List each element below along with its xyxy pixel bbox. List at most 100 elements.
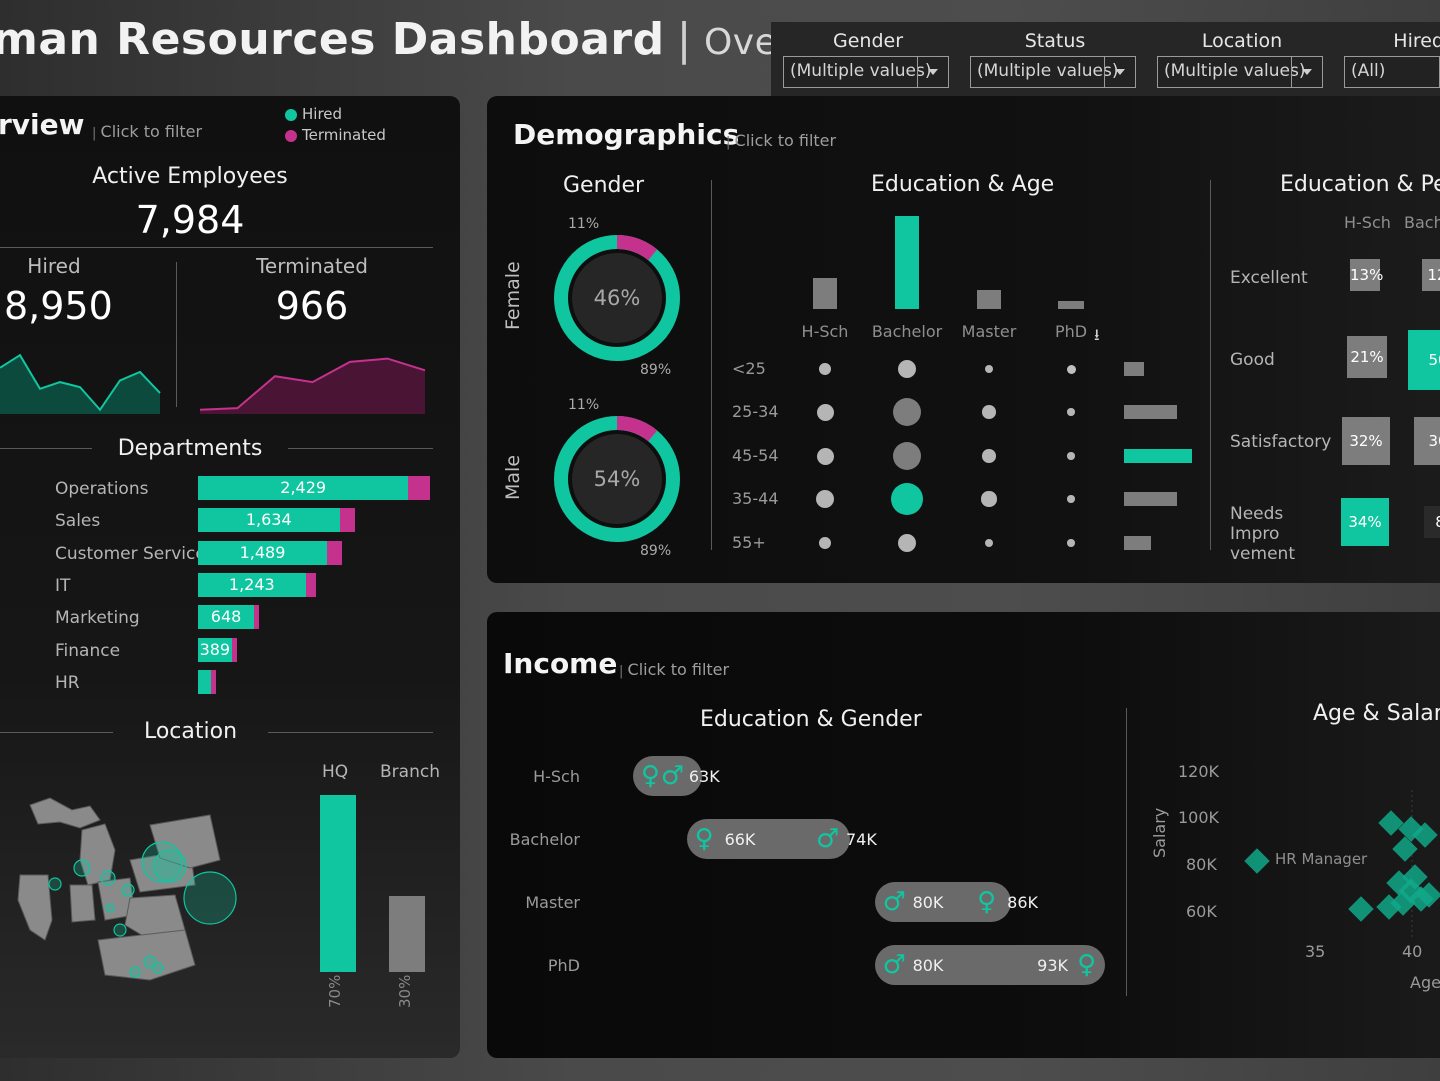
map-bubble[interactable]: [141, 841, 183, 883]
education-total-bar[interactable]: [1058, 301, 1084, 309]
age-total-bar[interactable]: [1124, 449, 1192, 463]
chevron-down-icon[interactable]: [1104, 57, 1135, 87]
education-age-bubble[interactable]: [816, 403, 834, 421]
age-salary-scatter[interactable]: [1230, 790, 1440, 940]
education-age-bubble[interactable]: [897, 359, 917, 379]
chevron-down-icon[interactable]: [917, 57, 948, 87]
income-range-pill[interactable]: [874, 945, 1106, 985]
income-range-pill[interactable]: [686, 819, 850, 859]
education-age-bubble[interactable]: [1067, 539, 1075, 547]
location-map[interactable]: [10, 780, 245, 995]
education-total-bar[interactable]: [895, 215, 919, 309]
map-region-carolina[interactable]: [97, 929, 196, 981]
map-bubble[interactable]: [183, 871, 237, 925]
age-total-bar[interactable]: [1124, 492, 1178, 506]
department-bar[interactable]: 389: [198, 637, 237, 662]
department-bar[interactable]: 1,634: [198, 508, 356, 533]
education-age-bubble[interactable]: [1067, 495, 1075, 503]
perf-cell[interactable]: 32%: [1342, 417, 1390, 465]
education-total-bar[interactable]: [977, 290, 1001, 309]
divider: [288, 448, 433, 449]
department-bar[interactable]: 1,243: [198, 572, 317, 597]
filter-hired-select[interactable]: (All): [1344, 56, 1440, 88]
legend-item-hired[interactable]: Hired: [285, 104, 386, 125]
age-total-bar[interactable]: [1124, 536, 1152, 550]
map-bubble[interactable]: [143, 955, 157, 969]
perf-cell[interactable]: 34%: [1341, 498, 1389, 546]
filter-hired-value: (All): [1351, 61, 1386, 81]
branch-bar[interactable]: [389, 896, 425, 972]
scatter-point[interactable]: [1244, 848, 1270, 874]
age-total-bar[interactable]: [1124, 362, 1145, 376]
map-bubble[interactable]: [100, 870, 116, 886]
map-bubble[interactable]: [152, 962, 164, 974]
scatter-point[interactable]: [1392, 836, 1418, 862]
male-axis-label: Male: [502, 454, 524, 500]
department-bar[interactable]: 648: [198, 605, 260, 630]
map-bubble[interactable]: [73, 859, 91, 877]
education-age-bubble[interactable]: [897, 533, 917, 553]
education-age-bubble[interactable]: [816, 447, 834, 465]
map-region-illinois[interactable]: [17, 874, 53, 941]
education-age-bubble[interactable]: [1067, 452, 1075, 460]
perf-cell[interactable]: 50: [1408, 330, 1440, 390]
scatter-point[interactable]: [1378, 810, 1404, 836]
age-total-bar[interactable]: [1124, 405, 1178, 419]
demographics-hint[interactable]: Click to filter: [726, 131, 837, 150]
perf-cell[interactable]: 12: [1422, 259, 1440, 291]
chevron-down-icon[interactable]: [1291, 57, 1322, 87]
divider: [268, 732, 433, 733]
perf-col-bach: Bach: [1404, 213, 1440, 232]
filter-status-select[interactable]: (Multiple values): [970, 56, 1136, 88]
education-age-bubble[interactable]: [1066, 364, 1076, 374]
map-region-michigan-upper[interactable]: [29, 797, 101, 829]
terminated-trend-sparkline[interactable]: [200, 330, 430, 420]
salary-axis-label: Salary: [1150, 807, 1169, 858]
hired-trend-sparkline[interactable]: [0, 330, 165, 420]
map-bubble[interactable]: [129, 966, 141, 978]
education-age-bubble[interactable]: [819, 363, 831, 375]
map-bubble[interactable]: [153, 849, 187, 883]
education-age-bubble[interactable]: [890, 482, 924, 516]
education-age-bubble[interactable]: [892, 397, 922, 427]
map-bubble[interactable]: [48, 877, 62, 891]
income-hint[interactable]: Click to filter: [619, 660, 730, 679]
education-age-bubble[interactable]: [892, 441, 922, 471]
map-bubble[interactable]: [105, 903, 115, 913]
perf-cell[interactable]: 8: [1424, 506, 1440, 538]
education-age-bubble[interactable]: [984, 538, 994, 548]
overview-hint[interactable]: Click to filter: [92, 122, 203, 141]
education-age-bubble[interactable]: [981, 491, 997, 507]
map-region-new-york[interactable]: [149, 814, 221, 869]
perf-cell[interactable]: 13%: [1350, 259, 1383, 291]
education-age-bubble[interactable]: [984, 364, 994, 374]
income-range-pill[interactable]: [874, 882, 1012, 922]
hq-bar[interactable]: [320, 795, 356, 972]
female-donut[interactable]: [553, 234, 681, 362]
map-region-indiana[interactable]: [69, 884, 96, 923]
legend-item-terminated[interactable]: Terminated: [285, 125, 386, 146]
map-bubble[interactable]: [113, 923, 127, 937]
income-range-pill[interactable]: [632, 756, 703, 796]
sort-icon[interactable]: ⭳: [1094, 325, 1100, 344]
education-age-bubble[interactable]: [982, 405, 996, 419]
map-bubble[interactable]: [121, 883, 135, 897]
age-axis-label: Age: [1410, 973, 1440, 992]
department-bar[interactable]: 1,489: [198, 540, 342, 565]
scatter-point[interactable]: [1348, 896, 1374, 922]
education-age-bubble[interactable]: [819, 537, 831, 549]
perf-cell[interactable]: 21%: [1347, 336, 1387, 378]
terminated-value[interactable]: 966: [275, 284, 349, 328]
education-age-bubble[interactable]: [815, 489, 835, 509]
department-bar[interactable]: 2,429: [198, 476, 430, 500]
filter-gender-select[interactable]: (Multiple values): [783, 56, 949, 88]
department-value: 648: [210, 607, 242, 627]
education-age-bubble[interactable]: [982, 449, 996, 463]
male-donut[interactable]: [553, 415, 681, 543]
education-age-bubble[interactable]: [1067, 408, 1075, 416]
filter-location-select[interactable]: (Multiple values): [1157, 56, 1323, 88]
hired-value[interactable]: 8,950: [4, 284, 113, 328]
education-total-bar[interactable]: [813, 277, 837, 309]
perf-cell[interactable]: 30: [1414, 417, 1440, 465]
department-bar[interactable]: [198, 669, 216, 694]
